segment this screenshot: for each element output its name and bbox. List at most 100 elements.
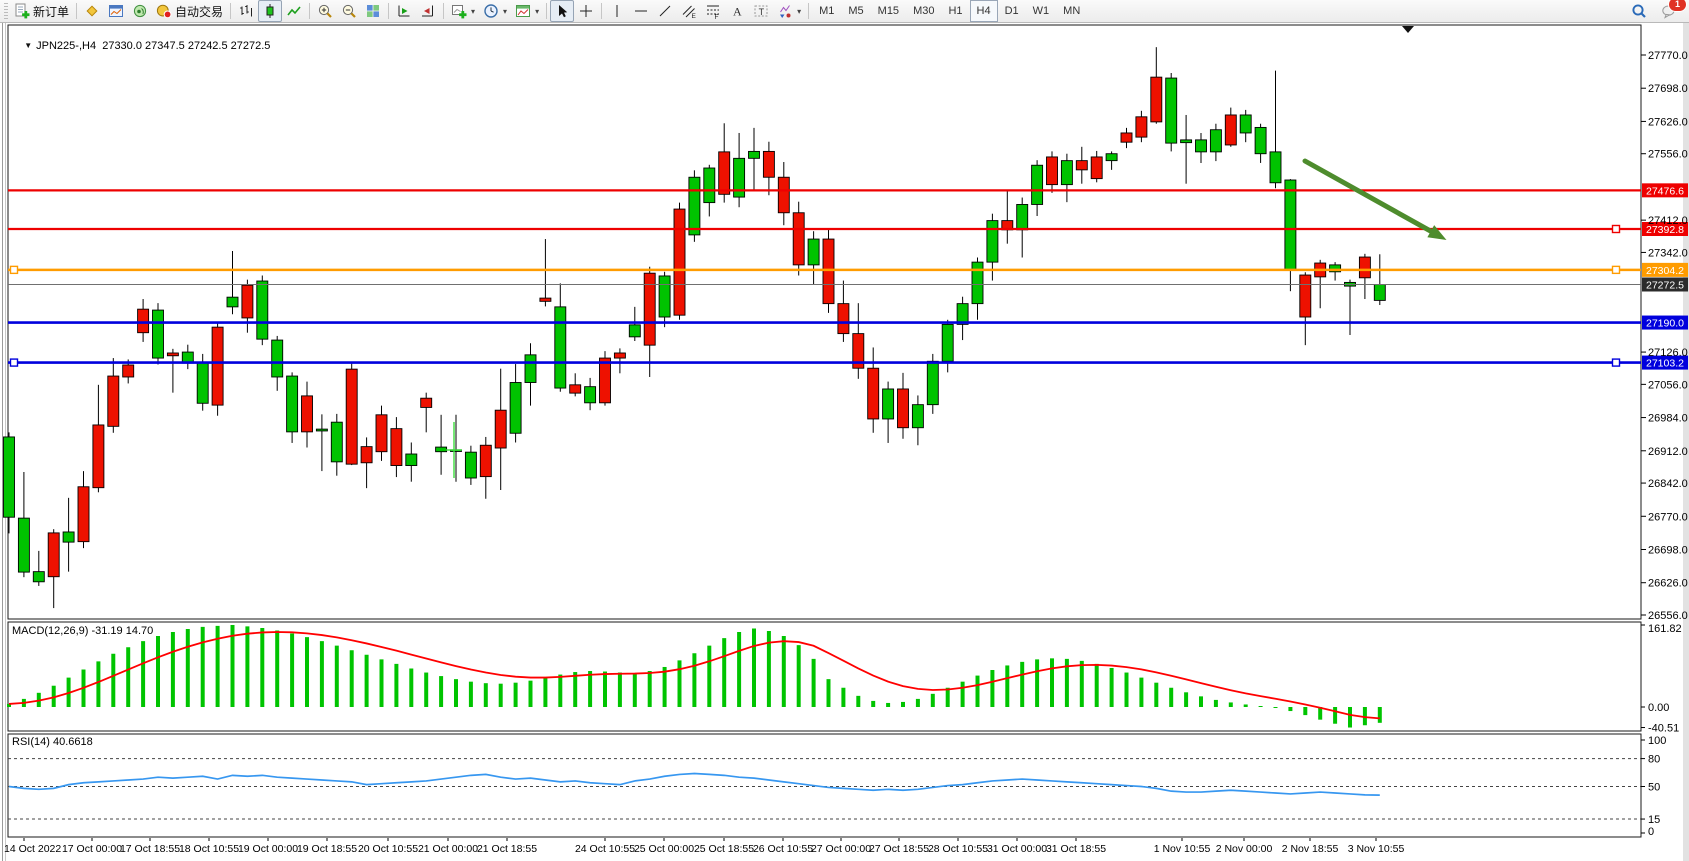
- candle: [986, 220, 999, 263]
- price-badge: [1642, 355, 1688, 370]
- timeframe-d1-button[interactable]: D1: [1004, 5, 1019, 17]
- chevron-down-icon[interactable]: ▾: [797, 6, 802, 16]
- equidistant-channel-tool-button[interactable]: E: [677, 0, 701, 22]
- candle: [643, 272, 656, 346]
- candle: [77, 486, 90, 543]
- price-badge-value: 27272.5: [1646, 279, 1684, 291]
- chat-button[interactable]: 1: [1657, 0, 1687, 22]
- timeframe-m30-button[interactable]: M30: [913, 5, 935, 17]
- x-tick-label: 27 Oct 00:00: [811, 843, 871, 855]
- hline-handle[interactable]: [1611, 358, 1621, 367]
- candle: [47, 532, 60, 578]
- zoom-in-button[interactable]: [313, 0, 337, 22]
- timeframe-h4-button[interactable]: H4: [969, 0, 998, 22]
- toolbar-grip: [4, 3, 8, 19]
- x-tick-label: 17 Oct 18:55: [120, 843, 180, 855]
- timeframe-m15-button[interactable]: M15: [877, 5, 900, 17]
- signals-button[interactable]: [128, 0, 152, 22]
- candle: [1016, 204, 1029, 231]
- new-chart-icon: [452, 5, 467, 19]
- symbol-collapse-icon[interactable]: ▼: [24, 41, 33, 50]
- line-chart-mode-button[interactable]: [282, 0, 306, 22]
- x-tick-label: 17 Oct 00:00: [62, 843, 122, 855]
- candle: [926, 360, 939, 406]
- svg-text:A: A: [733, 5, 742, 19]
- candlestick-mode-button[interactable]: [258, 0, 283, 22]
- timeframe-m5-button[interactable]: M5: [848, 5, 864, 17]
- candle: [762, 150, 775, 178]
- x-tick-label: 19 Oct 18:55: [297, 843, 357, 855]
- y-tick-label: 26912.0: [1648, 446, 1688, 458]
- y-tick-label: 27342.0: [1648, 247, 1688, 259]
- text-label-tool-button[interactable]: T: [749, 0, 773, 22]
- auto-trading-button[interactable]: 自动交易: [152, 0, 227, 22]
- periods-button[interactable]: ▾: [479, 0, 511, 22]
- time-axis[interactable]: [0, 838, 1689, 861]
- text-tool-button[interactable]: A: [725, 0, 749, 22]
- candle: [464, 451, 477, 479]
- y-tick-label: 27556.0: [1648, 149, 1688, 161]
- arrows-tool-button[interactable]: ▾: [773, 0, 805, 22]
- x-tick-label: 21 Oct 00:00: [418, 843, 478, 855]
- hline-handle[interactable]: [9, 358, 19, 367]
- candle: [748, 150, 760, 159]
- candle: [1180, 139, 1193, 144]
- candle: [509, 382, 522, 434]
- candle: [375, 414, 388, 453]
- hline-handle[interactable]: [9, 265, 19, 275]
- candle: [494, 409, 507, 449]
- search-button[interactable]: [1627, 0, 1651, 22]
- bar-chart-mode-button[interactable]: [234, 0, 258, 22]
- chart-canvas[interactable]: 27476.6 27392.8 27304.2 27272.5 27190.0 27103…: [0, 23, 1689, 861]
- auto-scroll-button[interactable]: [392, 0, 416, 22]
- y-tick-label: 27770.0: [1648, 50, 1688, 62]
- chart-window[interactable]: 27476.6 27392.8 27304.2 27272.5 27190.0 27103…: [0, 23, 1689, 861]
- toolbar-separator: [309, 3, 311, 19]
- signals-icon: [133, 4, 147, 18]
- chevron-down-icon[interactable]: ▾: [471, 6, 476, 16]
- candle: [1329, 264, 1342, 273]
- price-axis[interactable]: [1642, 23, 1689, 837]
- indicators-list-button[interactable]: ▾: [511, 0, 543, 22]
- candle: [569, 384, 582, 394]
- candle: [241, 284, 254, 319]
- periods-icon: [484, 4, 498, 18]
- candle: [584, 386, 597, 404]
- chevron-down-icon[interactable]: ▾: [535, 6, 540, 16]
- cursor-button[interactable]: [550, 0, 575, 22]
- trend-arrow[interactable]: [1302, 158, 1434, 234]
- hline-handle[interactable]: [1611, 265, 1621, 275]
- timeframe-mn-button[interactable]: MN: [1063, 5, 1081, 17]
- horizontal-line-tool-button[interactable]: [629, 0, 653, 22]
- candle: [897, 388, 909, 429]
- vertical-line-tool-button[interactable]: [605, 0, 629, 22]
- hline-handle[interactable]: [1611, 224, 1621, 234]
- candle: [1239, 114, 1252, 134]
- zoom-out-button[interactable]: [337, 0, 361, 22]
- timeframe-h1-button[interactable]: H1: [948, 5, 963, 17]
- new-chart-button[interactable]: ▾: [447, 0, 479, 22]
- timeframe-m1-button[interactable]: M1: [819, 5, 835, 17]
- charts-window-button[interactable]: [104, 0, 128, 22]
- tile-windows-icon: [367, 5, 380, 17]
- toolbar-separator: [388, 3, 390, 19]
- rsi-tick-label: 80: [1648, 754, 1660, 766]
- crosshair-button[interactable]: [574, 0, 598, 22]
- candle: [1075, 160, 1088, 171]
- trendline-tool-button[interactable]: [653, 0, 677, 22]
- tile-windows-button[interactable]: [361, 0, 385, 22]
- price-badge-value: 27304.2: [1646, 265, 1684, 277]
- macd-tick-label: -40.51: [1648, 723, 1679, 735]
- new-order-button[interactable]: 新订单: [10, 0, 73, 22]
- chart-shift-button[interactable]: [416, 0, 440, 22]
- chevron-down-icon[interactable]: ▾: [503, 6, 508, 16]
- x-tick-label: 31 Oct 00:00: [987, 843, 1047, 855]
- candle: [1254, 126, 1267, 155]
- chart-shift-icon: [422, 5, 434, 17]
- fibonacci-tool-button[interactable]: F: [701, 0, 725, 22]
- timeframe-w1-button[interactable]: W1: [1032, 5, 1050, 17]
- candle: [301, 395, 313, 433]
- x-tick-label: 1 Nov 10:55: [1154, 843, 1211, 855]
- market-watch-button[interactable]: [80, 0, 104, 22]
- trend-arrow-head: [1427, 225, 1447, 240]
